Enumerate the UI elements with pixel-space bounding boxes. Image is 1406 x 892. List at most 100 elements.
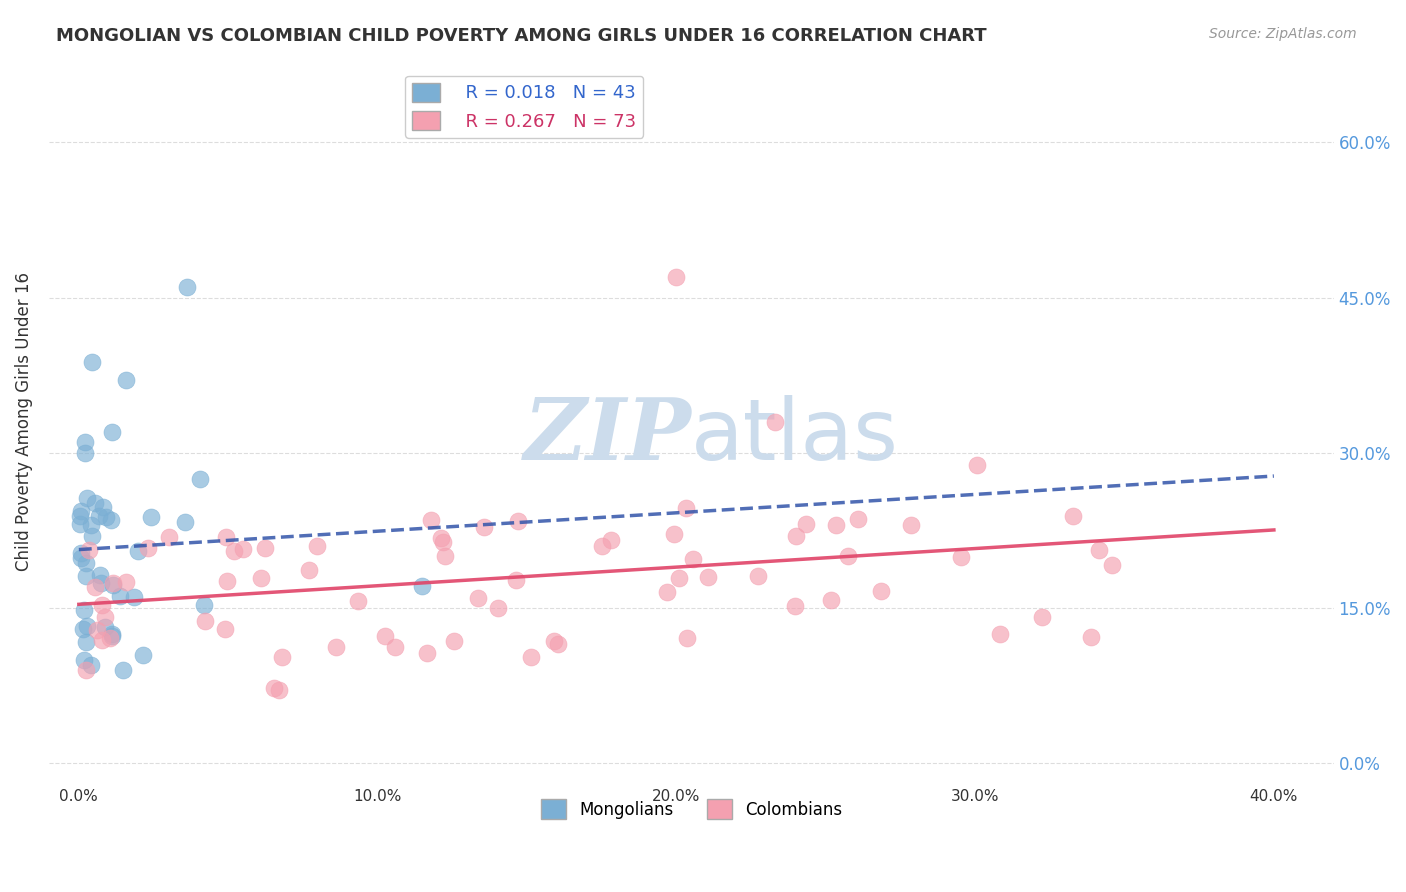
Point bbox=[89, 509, 111, 524]
Point bbox=[900, 518, 922, 533]
Point bbox=[80, 517, 103, 532]
Point bbox=[783, 599, 806, 613]
Point bbox=[215, 530, 238, 544]
Point bbox=[697, 569, 720, 583]
Point bbox=[69, 546, 91, 560]
Point bbox=[430, 532, 453, 546]
Point bbox=[325, 640, 347, 654]
Point bbox=[98, 631, 121, 645]
Point bbox=[950, 549, 973, 564]
Point bbox=[662, 527, 685, 541]
Point bbox=[837, 549, 859, 563]
Point bbox=[70, 504, 93, 518]
Point bbox=[93, 500, 115, 514]
Point bbox=[506, 514, 529, 528]
Point bbox=[75, 557, 97, 571]
Point bbox=[73, 435, 96, 450]
Point bbox=[785, 529, 807, 543]
Point bbox=[174, 516, 197, 530]
Point bbox=[232, 542, 254, 557]
Point bbox=[1062, 509, 1084, 524]
Point bbox=[467, 591, 489, 605]
Point bbox=[79, 542, 101, 557]
Point bbox=[70, 551, 93, 566]
Text: atlas: atlas bbox=[692, 394, 900, 477]
Point bbox=[870, 583, 893, 598]
Point bbox=[122, 590, 145, 604]
Point bbox=[193, 598, 215, 612]
Point bbox=[75, 569, 97, 583]
Point bbox=[101, 629, 124, 643]
Point bbox=[73, 603, 96, 617]
Point bbox=[80, 528, 103, 542]
Point bbox=[127, 543, 149, 558]
Point bbox=[420, 513, 443, 527]
Point bbox=[505, 574, 527, 588]
Point bbox=[432, 535, 454, 549]
Point bbox=[547, 637, 569, 651]
Point bbox=[176, 280, 198, 294]
Text: Source: ZipAtlas.com: Source: ZipAtlas.com bbox=[1209, 27, 1357, 41]
Point bbox=[472, 519, 495, 533]
Point bbox=[101, 575, 124, 590]
Point bbox=[132, 648, 155, 663]
Text: MONGOLIAN VS COLOMBIAN CHILD POVERTY AMONG GIRLS UNDER 16 CORRELATION CHART: MONGOLIAN VS COLOMBIAN CHILD POVERTY AMO… bbox=[56, 27, 987, 45]
Point bbox=[80, 355, 103, 369]
Point bbox=[1031, 609, 1053, 624]
Point bbox=[600, 533, 623, 547]
Point bbox=[139, 510, 162, 524]
Point bbox=[100, 513, 122, 527]
Y-axis label: Child Poverty Among Girls Under 16: Child Poverty Among Girls Under 16 bbox=[15, 272, 32, 571]
Point bbox=[655, 585, 678, 599]
Point bbox=[115, 574, 138, 589]
Point bbox=[846, 512, 869, 526]
Point bbox=[384, 640, 406, 654]
Point bbox=[93, 620, 115, 634]
Point bbox=[80, 658, 103, 673]
Point bbox=[93, 610, 115, 624]
Point bbox=[69, 516, 91, 531]
Point bbox=[416, 646, 439, 660]
Point bbox=[86, 624, 108, 638]
Point bbox=[763, 415, 786, 429]
Point bbox=[668, 571, 690, 585]
Point bbox=[111, 663, 134, 677]
Point bbox=[75, 663, 97, 677]
Point bbox=[675, 500, 697, 515]
Point bbox=[194, 615, 217, 629]
Point bbox=[100, 425, 122, 439]
Point bbox=[267, 682, 290, 697]
Point bbox=[966, 458, 988, 473]
Point bbox=[820, 593, 842, 607]
Point bbox=[434, 549, 457, 563]
Point bbox=[1080, 630, 1102, 644]
Point bbox=[101, 627, 124, 641]
Point bbox=[157, 530, 180, 544]
Point bbox=[263, 681, 285, 695]
Point bbox=[443, 634, 465, 648]
Point bbox=[250, 571, 273, 585]
Point bbox=[988, 626, 1011, 640]
Point bbox=[543, 633, 565, 648]
Point bbox=[84, 496, 107, 510]
Legend: Mongolians, Colombians: Mongolians, Colombians bbox=[534, 792, 849, 826]
Point bbox=[824, 517, 846, 532]
Point bbox=[520, 649, 543, 664]
Point bbox=[665, 269, 688, 284]
Point bbox=[486, 601, 509, 615]
Point bbox=[72, 653, 94, 667]
Point bbox=[101, 577, 124, 591]
Point bbox=[305, 539, 328, 553]
Point bbox=[75, 635, 97, 649]
Point bbox=[747, 569, 769, 583]
Point bbox=[90, 575, 112, 590]
Point bbox=[347, 593, 370, 607]
Point bbox=[76, 491, 98, 506]
Point bbox=[1101, 558, 1123, 572]
Point bbox=[108, 590, 131, 604]
Point bbox=[94, 509, 117, 524]
Point bbox=[69, 508, 91, 523]
Point bbox=[591, 540, 613, 554]
Point bbox=[373, 629, 395, 643]
Point bbox=[224, 543, 246, 558]
